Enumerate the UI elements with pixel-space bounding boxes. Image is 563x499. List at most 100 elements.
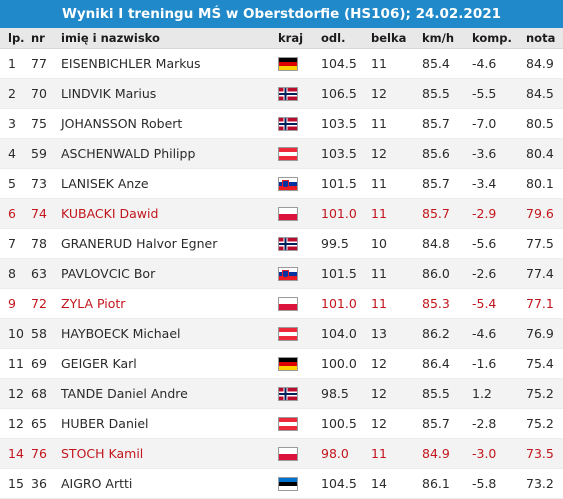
flag-ger-icon [278, 357, 298, 372]
flag-ger-icon [278, 57, 298, 72]
cell-compensation: -4.6 [467, 318, 522, 349]
cell-gate: 11 [366, 438, 417, 469]
table-row: 4 59 ASCHENWALD Philipp 103.5 12 85.6 -3.6 80.4 [0, 138, 563, 169]
cell-gate: 12 [366, 408, 417, 439]
cell-compensation: -3.6 [467, 138, 522, 169]
cell-distance: 106.5 [316, 78, 366, 109]
cell-speed: 86.0 [417, 258, 467, 289]
cell-score: 80.5 [522, 108, 563, 139]
cell-score: 75.2 [522, 408, 563, 439]
cell-lp: 14 [0, 438, 29, 469]
cell-distance: 104.0 [316, 318, 366, 349]
athlete-name: JOHANSSON Robert [58, 108, 278, 139]
header-kmh: km/h [417, 28, 467, 49]
flag-aut-icon [278, 327, 298, 342]
flag-est-icon [278, 477, 298, 492]
country-cell [278, 48, 316, 79]
cell-score: 76.9 [522, 318, 563, 349]
cell-compensation: -5.4 [467, 288, 522, 319]
header-odl: odl. [316, 28, 366, 49]
country-cell [278, 468, 316, 499]
cell-score: 77.1 [522, 288, 563, 319]
athlete-name: GEIGER Karl [58, 348, 278, 379]
flag-aut-icon [278, 147, 298, 162]
table-row: 12 68 TANDE Daniel Andre 98.5 12 85.5 1.2 75.2 [0, 378, 563, 409]
cell-speed: 85.4 [417, 48, 467, 79]
cell-compensation: -3.0 [467, 438, 522, 469]
page-title: Wyniki I treningu MŚ w Oberstdorfie (HS1… [0, 0, 563, 28]
athlete-name: EISENBICHLER Markus [58, 48, 278, 79]
flag-aut-icon [278, 417, 298, 432]
cell-compensation: -5.6 [467, 228, 522, 259]
flag-nor-icon [278, 237, 298, 252]
cell-lp: 7 [0, 228, 29, 259]
cell-gate: 13 [366, 318, 417, 349]
cell-nr: 78 [29, 228, 58, 259]
cell-distance: 104.5 [316, 48, 366, 79]
cell-score: 73.2 [522, 468, 563, 499]
cell-nr: 58 [29, 318, 58, 349]
cell-compensation: -2.6 [467, 258, 522, 289]
table-row: 5 73 LANISEK Anze 101.5 11 85.7 -3.4 80.1 [0, 168, 563, 199]
cell-gate: 10 [366, 228, 417, 259]
cell-speed: 86.4 [417, 348, 467, 379]
cell-gate: 11 [366, 198, 417, 229]
header-nota: nota [522, 28, 563, 49]
cell-distance: 101.5 [316, 258, 366, 289]
cell-speed: 84.8 [417, 228, 467, 259]
cell-speed: 85.5 [417, 378, 467, 409]
cell-lp: 10 [0, 318, 29, 349]
flag-pol-icon [278, 297, 298, 312]
cell-distance: 100.5 [316, 408, 366, 439]
cell-distance: 103.5 [316, 108, 366, 139]
cell-distance: 98.5 [316, 378, 366, 409]
cell-compensation: -7.0 [467, 108, 522, 139]
cell-compensation: -1.6 [467, 348, 522, 379]
table-row: 14 76 STOCH Kamil 98.0 11 84.9 -3.0 73.5 [0, 438, 563, 469]
cell-score: 84.9 [522, 48, 563, 79]
flag-pol-icon [278, 207, 298, 222]
cell-lp: 3 [0, 108, 29, 139]
cell-lp: 5 [0, 168, 29, 199]
athlete-name: PAVLOVCIC Bor [58, 258, 278, 289]
cell-nr: 69 [29, 348, 58, 379]
table-row: 6 74 KUBACKI Dawid 101.0 11 85.7 -2.9 79.6 [0, 198, 563, 229]
cell-compensation: -2.9 [467, 198, 522, 229]
table-row: 12 65 HUBER Daniel 100.5 12 85.7 -2.8 75.2 [0, 408, 563, 439]
athlete-name: GRANERUD Halvor Egner [58, 228, 278, 259]
cell-nr: 36 [29, 468, 58, 499]
header-belka: belka [366, 28, 417, 49]
country-cell [278, 138, 316, 169]
cell-score: 73.5 [522, 438, 563, 469]
table-row: 9 72 ZYLA Piotr 101.0 11 85.3 -5.4 77.1 [0, 288, 563, 319]
header-komp: komp. [467, 28, 522, 49]
cell-score: 79.6 [522, 198, 563, 229]
cell-gate: 14 [366, 468, 417, 499]
cell-nr: 75 [29, 108, 58, 139]
athlete-name: LINDVIK Marius [58, 78, 278, 109]
cell-lp: 15 [0, 468, 29, 499]
flag-nor-icon [278, 117, 298, 132]
cell-lp: 1 [0, 48, 29, 79]
cell-lp: 6 [0, 198, 29, 229]
cell-gate: 11 [366, 168, 417, 199]
table-row: 7 78 GRANERUD Halvor Egner 99.5 10 84.8 -5.6 77… [0, 228, 563, 259]
cell-lp: 4 [0, 138, 29, 169]
table-row: 8 63 PAVLOVCIC Bor 101.5 11 86.0 -2.6 77.4 [0, 258, 563, 289]
cell-compensation: 1.2 [467, 378, 522, 409]
cell-speed: 85.6 [417, 138, 467, 169]
athlete-name: LANISEK Anze [58, 168, 278, 199]
cell-speed: 85.7 [417, 198, 467, 229]
cell-lp: 12 [0, 408, 29, 439]
table-row: 1 77 EISENBICHLER Markus 104.5 11 85.4 -4.6 84.… [0, 48, 563, 79]
table-row: 15 36 AIGRO Artti 104.5 14 86.1 -5.8 73.2 [0, 468, 563, 499]
country-cell [278, 318, 316, 349]
header-kraj: kraj [278, 28, 316, 49]
cell-speed: 86.2 [417, 318, 467, 349]
athlete-name: STOCH Kamil [58, 438, 278, 469]
cell-compensation: -4.6 [467, 48, 522, 79]
table-row: 2 70 LINDVIK Marius 106.5 12 85.5 -5.5 84.5 [0, 78, 563, 109]
cell-gate: 11 [366, 258, 417, 289]
cell-gate: 11 [366, 288, 417, 319]
country-cell [278, 288, 316, 319]
